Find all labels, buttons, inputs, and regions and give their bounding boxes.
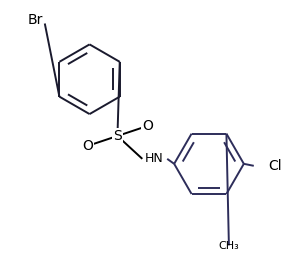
- Text: Cl: Cl: [269, 159, 282, 173]
- Text: CH₃: CH₃: [219, 241, 239, 251]
- Text: S: S: [113, 129, 122, 143]
- Text: Br: Br: [27, 12, 42, 26]
- Text: HN: HN: [145, 152, 164, 165]
- Text: O: O: [142, 119, 153, 133]
- Text: O: O: [82, 139, 93, 153]
